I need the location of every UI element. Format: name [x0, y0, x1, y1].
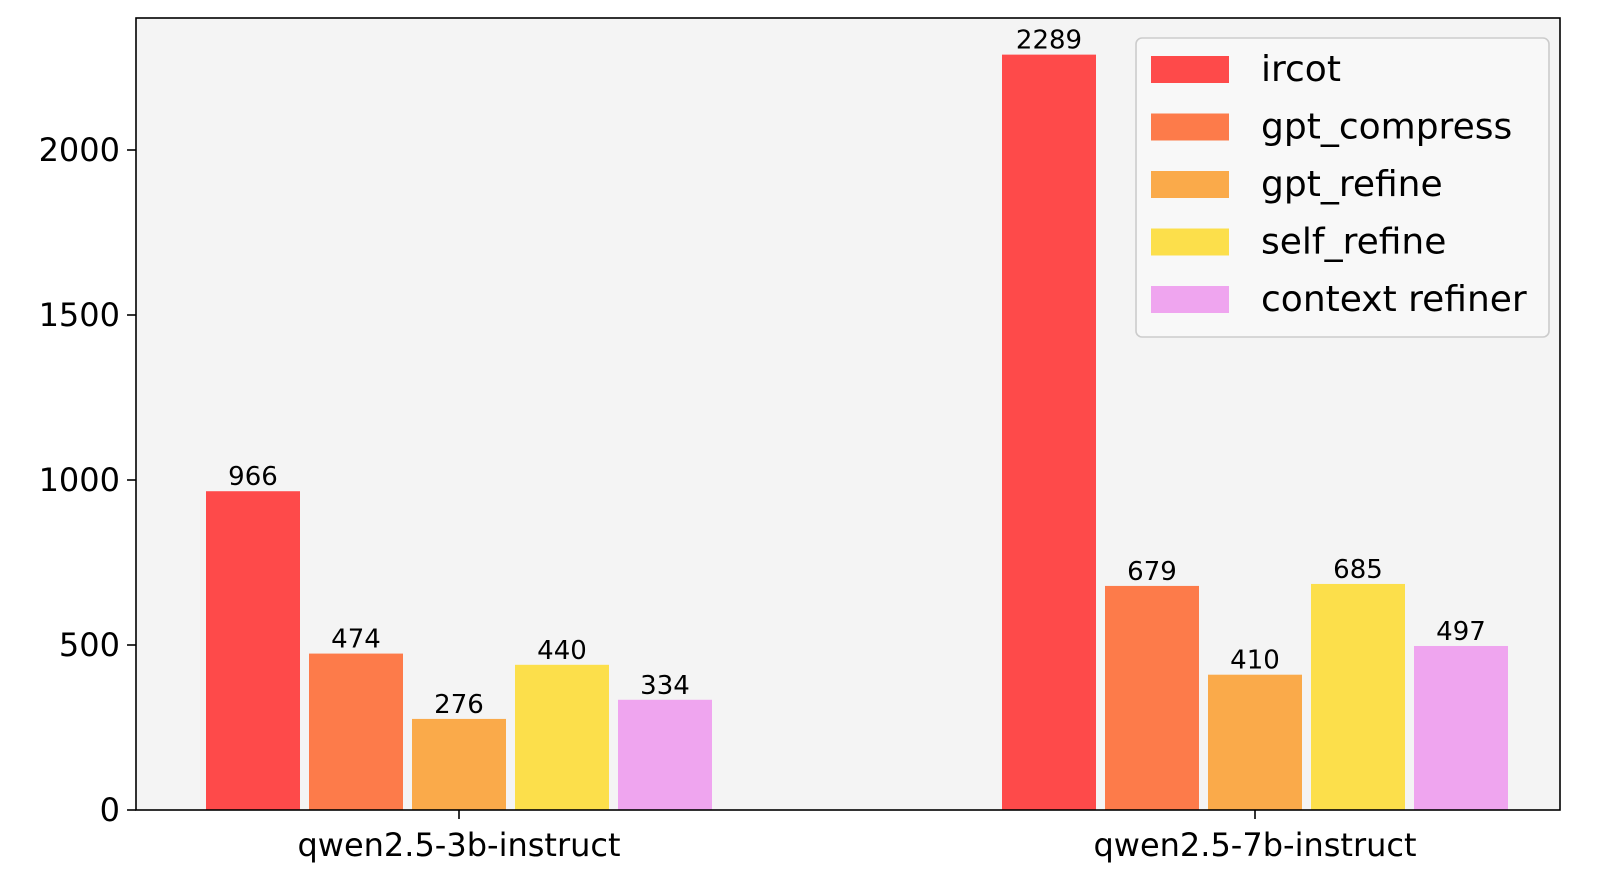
legend-swatch [1151, 286, 1229, 313]
legend-label: self_refine [1261, 222, 1446, 263]
legend-box [1135, 37, 1550, 338]
bar-context-refiner-2 [1414, 645, 1508, 810]
legend-label: ircot [1261, 49, 1341, 90]
y-tick-label: 1500 [39, 296, 120, 334]
y-tick-label: 500 [59, 626, 120, 664]
data-label: 474 [331, 625, 381, 655]
legend-swatch [1151, 113, 1229, 141]
data-label: 497 [1436, 617, 1486, 647]
legend-label: context refiner [1261, 279, 1527, 320]
data-label: 966 [228, 462, 278, 492]
y-axis: 0 500 1000 1500 2000 [39, 131, 136, 829]
plot-frame [135, 17, 1561, 811]
bar-gpt-compress-2 [1105, 585, 1199, 810]
bar-gpt-refine-1 [412, 718, 506, 810]
x-tick-label: qwen2.5-3b-instruct [297, 826, 620, 864]
bar-self-refine-2 [1311, 583, 1405, 810]
bar-gpt-compress-1 [309, 653, 403, 810]
legend-swatch [1151, 228, 1229, 256]
data-label: 410 [1230, 646, 1280, 676]
bars-group [206, 54, 1508, 810]
x-tick-label: qwen2.5-7b-instruct [1093, 826, 1416, 864]
data-label: 276 [434, 690, 484, 720]
bar-ircot-1 [206, 491, 300, 810]
legend-label: gpt_refine [1261, 164, 1443, 205]
data-label: 440 [537, 636, 587, 666]
data-label: 679 [1127, 557, 1177, 587]
data-label: 685 [1333, 555, 1383, 585]
legend-swatch [1151, 56, 1229, 83]
data-labels-group: 966 2289 474 679 276 410 440 685 334 497 [228, 26, 1486, 720]
y-tick-label: 2000 [39, 131, 120, 169]
data-label: 334 [640, 671, 690, 701]
data-label: 2289 [1016, 26, 1082, 56]
legend-label: gpt_compress [1261, 107, 1512, 148]
bar-gpt-refine-2 [1208, 674, 1302, 810]
bar-self-refine-1 [515, 664, 609, 810]
bar-ircot-2 [1002, 54, 1096, 810]
legend: ircot gpt_compress gpt_refine self_refineco… [1135, 37, 1550, 338]
y-tick-label: 1000 [39, 461, 120, 499]
x-axis: qwen2.5-3b-instruct qwen2.5-7b-instruct [297, 810, 1417, 864]
y-tick-label: 0 [100, 791, 120, 829]
legend-swatch [1151, 171, 1229, 198]
bar-context-refiner-1 [618, 699, 712, 810]
